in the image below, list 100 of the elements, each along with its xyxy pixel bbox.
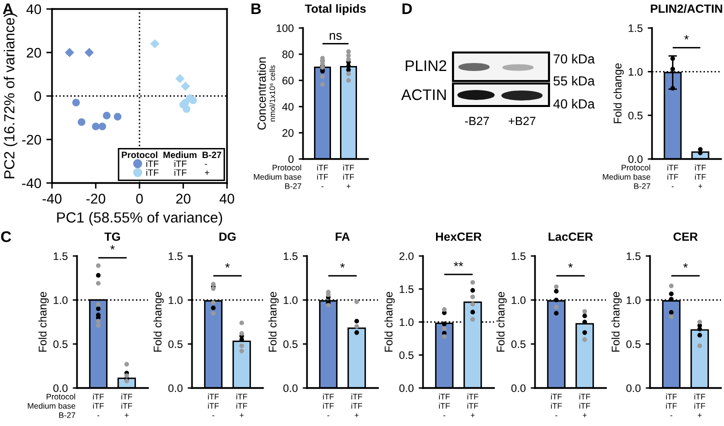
y-tick-label: 0.5 [168,340,183,348]
x-tick-label: 20 [176,194,190,204]
y-tick-label: 1.0 [628,68,643,76]
y-tick-label: 1.5 [628,24,643,32]
y-tick-label: 20 [26,48,42,58]
text: PLIN2 [406,60,446,71]
x-tick-label: iTF iTF - [666,394,677,416]
annotation: * [684,35,689,40]
y-tick-label: 1.5 [626,252,641,260]
y-tick-label: 60 [282,76,294,84]
x-tick-label: -40 [42,194,62,204]
y-tick-label: 0.5 [283,340,298,348]
text: ACTIN [401,89,446,100]
text: * [110,245,115,250]
x-axis-title: Protocol Medium base B-27 [254,164,302,189]
y-axis-title: Fold change [613,63,624,124]
y-tick-label: 1.5 [168,252,183,260]
y-tick-label: 1.5 [54,252,68,260]
x-tick-label: 0 [136,194,143,204]
text: 40 kDa [553,98,595,109]
y-axis-title: Fold change [268,292,279,352]
x-tick-label: iTF iTF - [208,394,219,416]
y-tick-label: 0.0 [168,384,183,392]
x-tick-label: -20 [86,194,106,204]
y-tick-label: 1.0 [626,296,641,304]
chart-title: PLIN2/ACTIN [650,4,722,13]
annotation: * [225,263,230,268]
annotation: ns [330,33,342,40]
y-tick-label: 20 [282,129,294,137]
y-axis-title: Fold change [496,292,507,352]
y-tick-label: 1.5 [512,252,526,260]
annotation: ** [454,262,464,266]
y-axis-title: PC2 (16.72% of variance) [4,13,18,178]
y-axis-title: Fold change [153,292,164,352]
y-tick-label: 0.0 [626,384,641,392]
y-tick-label: 0.0 [628,155,643,164]
annotation: * [340,263,345,268]
y-tick-label: 80 [282,50,294,58]
y-tick-label: 1.0 [284,296,298,304]
x-axis-title: PC1 (58.55% of variance) [57,212,222,226]
y-tick-label: 0.5 [511,340,526,348]
y-tick-label: 1.5 [400,285,414,294]
text: A [2,3,14,14]
text: +B27 [508,116,536,126]
legend-title: Protocol Medium B-27 [122,151,222,158]
y-tick-label: 0.5 [626,340,641,348]
chart-title: DG [219,232,236,241]
y-tick-label: 40 [282,102,294,111]
x-tick-label: iTF iTF - [323,394,334,416]
x-tick-label: iTF iTF + [236,394,248,418]
text: -B27 [465,116,489,126]
chart-title: TG [104,232,120,241]
y-tick-label: -20 [22,134,42,145]
annotation: * [683,263,688,268]
y-tick-label: 0.0 [53,384,68,392]
y-tick-label: 0.0 [399,384,414,392]
chart-title: HexCER [436,232,482,241]
x-tick-label: iTF iTF - [439,394,450,416]
y-tick-label: 1.0 [400,318,414,326]
y-tick-label: 1.0 [168,296,183,304]
y-tick-label: 2.0 [399,252,414,260]
y-tick-label: 0.5 [53,340,68,348]
text: B [252,3,261,14]
y-tick-label: 1.0 [512,296,526,304]
x-tick-label: 40 [220,194,234,204]
y-tick-label: 100 [276,24,294,32]
y-tick-label: 0.0 [511,384,526,392]
y-tick-label: 0.0 [283,384,298,392]
chart-title: CER [674,232,698,241]
y-tick-label: 0.5 [628,112,643,120]
text: D [402,3,412,14]
annotation: * [568,263,573,268]
x-tick-label: iTF iTF + [695,164,706,188]
x-tick-label: iTF iTF + [579,394,590,418]
chart-title: LacCER [548,232,593,241]
y-tick-label: 1.5 [284,252,298,260]
x-tick-label: iTF iTF - [551,394,562,416]
y-tick-label: 40 [26,4,42,14]
x-axis-title: Protocol Medium base B-27 [28,394,76,418]
x-tick-label: iTF iTF - [667,164,678,188]
y-axis-title: Fold change [611,292,622,352]
text: 55 kDa [554,76,595,86]
text: C [1,231,12,242]
y-axis-title: Fold change [384,292,395,352]
x-tick-label: iTF iTF + [467,394,478,418]
x-tick-label: iTF iTF - [317,164,328,188]
chart-title: Total lipids [304,4,366,16]
chart-title: FA [336,232,350,241]
x-tick-label: iTF iTF + [121,394,132,418]
legend-label: iTF iTF - [146,160,208,167]
x-tick-label: iTF iTF - [93,394,104,416]
y-tick-label: 0 [34,91,42,102]
y-tick-label: 1.0 [54,296,68,304]
x-tick-label: iTF iTF + [694,394,706,418]
y-tick-label: 0.5 [399,351,414,360]
x-tick-label: iTF iTF + [351,394,362,418]
y-axis-title: Fold change [38,292,49,352]
y-tick-label: 0 [288,155,294,164]
x-axis-title: Protocol Medium base B-27 [602,164,650,189]
x-tick-label: iTF iTF + [343,164,354,188]
